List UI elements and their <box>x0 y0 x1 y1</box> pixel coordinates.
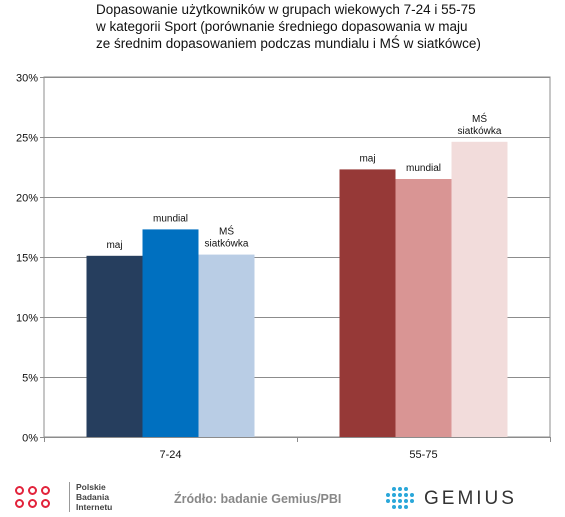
pbi-dots-icon <box>15 483 61 511</box>
y-tick-label: 0% <box>22 433 38 445</box>
y-tick-label: 25% <box>16 133 38 145</box>
data-label: maj <box>359 153 375 164</box>
data-label: MŚ <box>219 225 234 238</box>
bar <box>198 254 255 437</box>
data-label: mundial <box>153 213 188 224</box>
y-tick-label: 30% <box>16 73 38 85</box>
pbi-logo: Polskie Badania Internetu <box>15 482 112 512</box>
bar <box>451 141 508 438</box>
chart-title-line: w kategorii Sport (porównanie średniego … <box>96 19 468 34</box>
data-label: mundial <box>406 163 441 174</box>
gemius-dots-icon <box>386 486 416 512</box>
data-label: MŚ <box>472 112 487 125</box>
pbi-logo-line: Badania <box>76 492 110 502</box>
bar <box>142 229 199 437</box>
pbi-logo-line: Polskie <box>76 482 106 492</box>
footer: Polskie Badania Internetu Źródło: badani… <box>0 478 565 517</box>
data-label: maj <box>106 240 122 251</box>
chart-title-line: ze średnim dopasowaniem podczas mundialu… <box>96 36 481 51</box>
bar <box>339 169 396 437</box>
bar <box>395 179 452 437</box>
bar <box>86 255 143 437</box>
source-note: Źródło: badanie Gemius/PBI <box>174 492 342 506</box>
x-tick-label: 55-75 <box>409 449 437 461</box>
y-tick-label: 10% <box>16 313 38 325</box>
data-label: siatkówka <box>458 126 502 137</box>
y-tick-label: 20% <box>16 193 38 205</box>
bar-chart: 0%5%10%15%20%25%30%majmundialMŚsiatkówka… <box>16 73 551 461</box>
gemius-logo: GEMIUS <box>386 486 517 512</box>
gemius-wordmark: GEMIUS <box>424 488 517 509</box>
pbi-logo-text: Polskie Badania Internetu <box>76 482 112 512</box>
chart-title-line: Dopasowanie użytkowników w grupach wieko… <box>96 2 476 17</box>
chart-title: Dopasowanie użytkowników w grupach wieko… <box>96 1 546 52</box>
x-tick-label: 7-24 <box>159 449 181 461</box>
y-tick-label: 15% <box>16 253 38 265</box>
pbi-logo-line: Internetu <box>76 502 113 512</box>
y-tick-label: 5% <box>22 373 38 385</box>
data-label: siatkówka <box>205 239 249 250</box>
